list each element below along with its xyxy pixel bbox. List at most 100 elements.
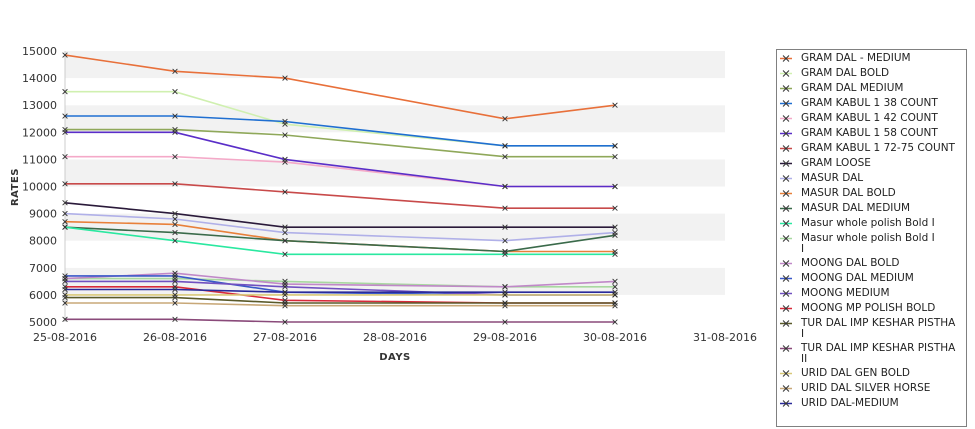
data-point: [172, 273, 178, 279]
data-point: [282, 132, 288, 138]
data-point: [172, 229, 178, 236]
data-point: [612, 232, 618, 238]
legend-marker: [780, 343, 792, 354]
legend-item: Masur whole polish Bold I I: [777, 233, 966, 258]
legend-marker: [780, 113, 792, 124]
legend-item: GRAM KABUL 1 42 COUNT: [777, 113, 966, 128]
x-axis-ticks: 25-08-2016 26-08-2016 27-08-2016 28-08-2016…: [33, 331, 757, 344]
data-point: [172, 221, 178, 228]
legend-item: TUR DAL IMP KESHAR PISTHA II: [777, 343, 966, 368]
data-point: [62, 316, 68, 323]
legend-label: MASUR DAL: [801, 172, 864, 184]
data-point: [502, 284, 508, 290]
data-point: [172, 237, 178, 244]
x-tick-label: 31-08-2016: [693, 331, 757, 344]
legend-marker: [780, 188, 792, 199]
data-point: [172, 286, 178, 293]
legend-marker: [780, 398, 792, 409]
data-point: [62, 181, 68, 187]
data-point: [282, 224, 288, 230]
legend-item: MASUR DAL: [777, 173, 966, 188]
legend-item: MOONG DAL BOLD: [777, 258, 966, 273]
legend-marker: [780, 98, 792, 109]
data-point: [612, 251, 618, 257]
legend-item: URID DAL SILVER HORSE: [777, 383, 966, 398]
legend: GRAM DAL - MEDIUM GRAM DAL BOLD GRAM DAL M…: [776, 49, 967, 427]
data-point: [282, 303, 288, 309]
data-point: [612, 153, 618, 160]
data-point: [282, 284, 288, 290]
legend-marker: [780, 128, 792, 139]
legend-marker: [780, 303, 792, 314]
legend-marker: [780, 53, 792, 64]
data-point: [62, 224, 68, 230]
data-point: [172, 278, 178, 285]
data-point: [172, 292, 178, 298]
data-point: [172, 181, 178, 187]
legend-label: GRAM DAL BOLD: [801, 67, 890, 79]
grid-band: [65, 294, 725, 322]
data-point: [612, 289, 618, 295]
y-tick-label: 8000: [29, 235, 57, 248]
legend-item: Masur whole polish Bold I: [777, 218, 966, 233]
data-point: [282, 319, 288, 325]
y-tick-label: 13000: [22, 99, 57, 112]
y-tick-label: 7000: [29, 262, 57, 275]
data-point: [502, 237, 508, 244]
legend-item: GRAM KABUL 1 72-75 COUNT: [777, 143, 966, 158]
legend-label: MOONG DAL BOLD: [801, 257, 900, 269]
data-point: [62, 153, 68, 160]
data-point: [172, 300, 178, 306]
data-point: [502, 183, 508, 190]
data-point: [502, 251, 508, 257]
legend-label: MASUR DAL MEDIUM: [801, 202, 911, 214]
grid-band: [65, 105, 725, 133]
data-point: [612, 102, 618, 108]
legend-label: TUR DAL IMP KESHAR PISTHA II: [801, 342, 956, 365]
y-tick-label: 6000: [29, 289, 57, 302]
data-point: [62, 219, 68, 225]
data-point: [62, 278, 68, 285]
data-point: [172, 88, 178, 95]
x-tick-label: 29-08-2016: [473, 331, 537, 344]
legend-item: MOONG DAL MEDIUM: [777, 273, 966, 288]
legend-label: GRAM DAL - MEDIUM: [801, 52, 911, 64]
x-axis-title: DAYS: [379, 352, 411, 363]
x-tick-label: 28-08-2016: [363, 331, 427, 344]
legend-item: GRAM LOOSE: [777, 158, 966, 173]
data-point: [62, 200, 68, 206]
legend-label: GRAM KABUL 1 38 COUNT: [801, 97, 938, 109]
data-point: [612, 205, 618, 211]
data-point: [62, 286, 68, 293]
x-tick-label: 26-08-2016: [143, 331, 207, 344]
data-point: [502, 143, 508, 149]
legend-item: URID DAL GEN BOLD: [777, 368, 966, 383]
y-tick-label: 9000: [29, 208, 57, 221]
y-tick-label: 15000: [22, 45, 57, 58]
legend-item: MASUR DAL MEDIUM: [777, 203, 966, 218]
y-tick-label: 14000: [22, 72, 57, 85]
data-point: [282, 156, 288, 163]
legend-marker: [780, 258, 792, 269]
data-point: [172, 210, 178, 217]
y-axis-ticks: 5000 6000 7000 8000 9000 10000 11000 12000 13000…: [22, 45, 57, 329]
data-point: [502, 205, 508, 211]
legend-label: GRAM KABUL 1 42 COUNT: [801, 112, 938, 124]
y-tick-label: 5000: [29, 316, 57, 329]
legend-item: GRAM DAL - MEDIUM: [777, 53, 966, 68]
data-point: [62, 300, 68, 306]
legend-label: GRAM KABUL 1 58 COUNT: [801, 127, 938, 139]
legend-item: GRAM KABUL 1 58 COUNT: [777, 128, 966, 143]
y-tick-label: 10000: [22, 181, 57, 194]
data-point: [612, 284, 618, 290]
grid-band: [65, 51, 725, 79]
x-tick-label: 27-08-2016: [253, 331, 317, 344]
x-tick-label: 30-08-2016: [583, 331, 647, 344]
legend-item: MOONG MEDIUM: [777, 288, 966, 303]
legend-item: GRAM DAL MEDIUM: [777, 83, 966, 98]
data-point: [282, 229, 288, 236]
data-point: [282, 289, 288, 295]
data-point: [62, 113, 68, 119]
legend-label: Masur whole polish Bold I I: [801, 232, 935, 255]
data-point: [62, 52, 68, 58]
